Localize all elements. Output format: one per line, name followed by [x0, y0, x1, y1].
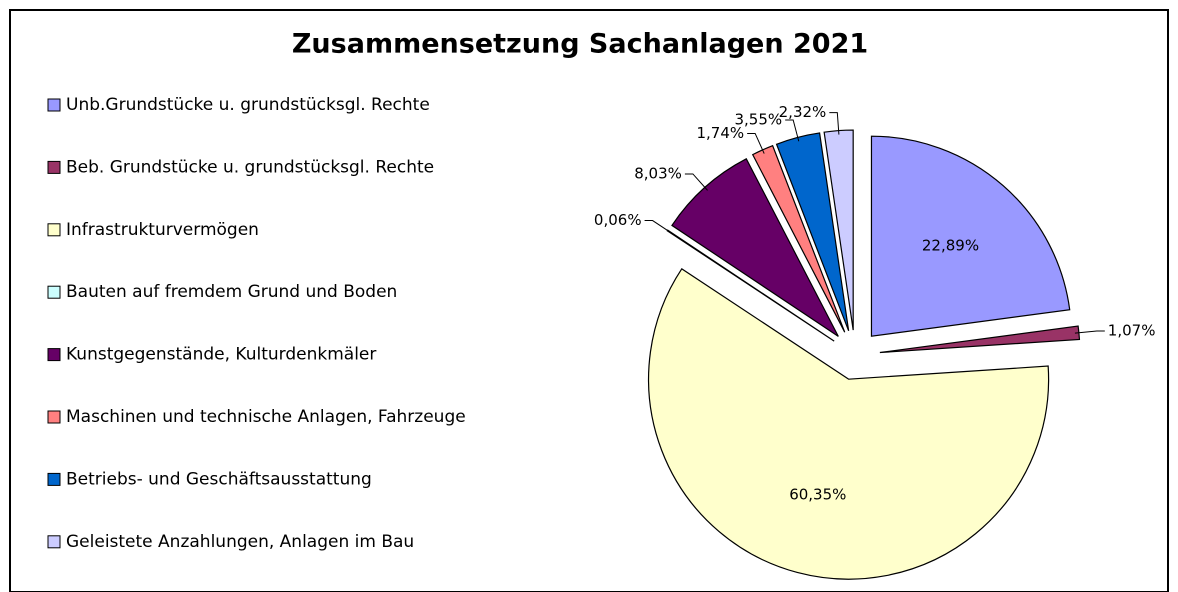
data-label: 0,06% — [594, 211, 642, 229]
legend-swatch — [47, 160, 61, 174]
legend-swatch — [47, 223, 61, 237]
data-label: 8,03% — [634, 164, 682, 182]
legend-label: Infrastrukturvermögen — [66, 220, 259, 240]
legend-label: Beb. Grundstücke u. grundstücksgl. Recht… — [66, 157, 434, 177]
leader-line — [644, 220, 672, 234]
data-label: 1,07% — [1108, 321, 1156, 339]
legend-swatch — [47, 348, 61, 362]
data-label: 60,35% — [789, 486, 846, 504]
pie-slice — [647, 267, 1050, 580]
data-label: 3,55% — [735, 110, 783, 128]
leader-line — [1074, 330, 1105, 334]
legend-label: Unb.Grundstücke u. grundstücksgl. Rechte — [66, 95, 430, 115]
data-label: 2,32% — [779, 103, 827, 121]
legend-swatch — [47, 535, 61, 549]
leader-line — [829, 112, 840, 135]
legend-swatch — [47, 98, 61, 112]
legend-label: Geleistete Anzahlungen, Anlagen im Bau — [66, 532, 414, 552]
legend-label: Betriebs- und Geschäftsausstattung — [66, 469, 372, 489]
leader-line — [785, 119, 800, 142]
leader-line — [747, 132, 765, 154]
pie-slice — [870, 135, 1071, 337]
legend-swatch — [47, 472, 61, 486]
legend-label: Kunstgegenstände, Kulturdenkmäler — [66, 345, 376, 365]
chart-title: Zusammensetzung Sachanlagen 2021 — [292, 29, 868, 60]
data-label: 22,89% — [922, 236, 979, 254]
leader-line — [684, 173, 708, 191]
legend-swatch — [47, 410, 61, 424]
legend-label: Bauten auf fremdem Grund und Boden — [66, 282, 397, 302]
legend-swatch — [47, 285, 61, 299]
data-label: 1,74% — [696, 124, 744, 142]
legend-label: Maschinen und technische Anlagen, Fahrze… — [66, 407, 466, 427]
